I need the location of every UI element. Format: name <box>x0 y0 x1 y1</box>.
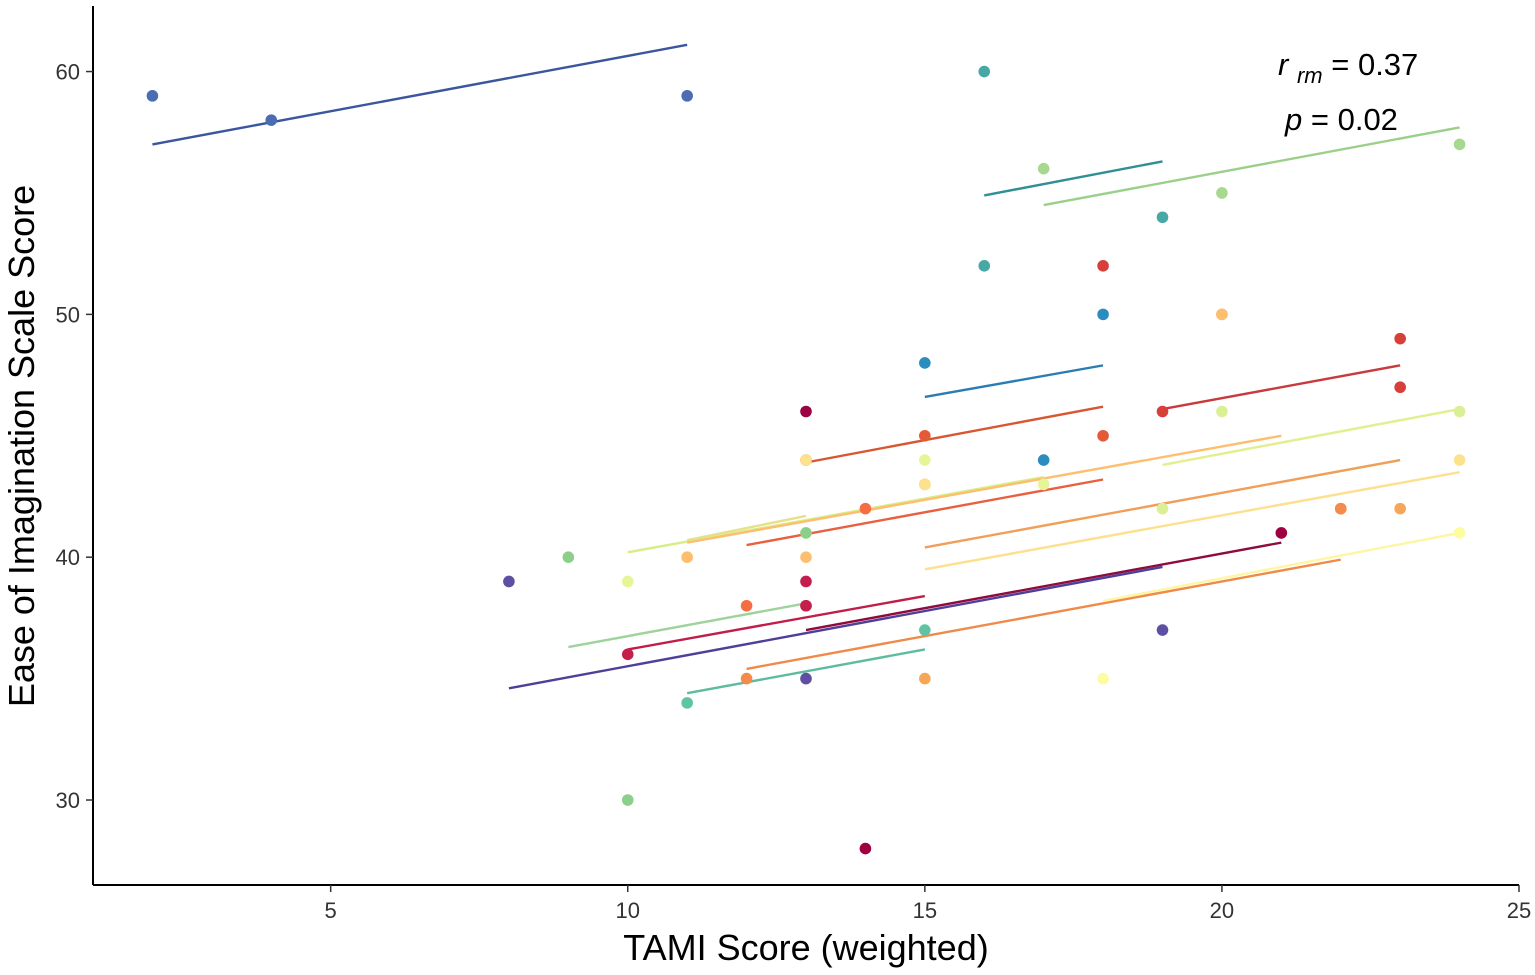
fit-line-11 <box>686 514 807 542</box>
r-value: = 0.37 <box>1331 47 1418 82</box>
data-point-s10-1 <box>621 575 634 588</box>
data-point-s7-1 <box>1156 502 1169 515</box>
p-annotation: p = 0.02 <box>1284 102 1398 137</box>
data-point-s5-4 <box>1394 381 1406 394</box>
r-symbol: r <box>1278 47 1290 82</box>
p-symbol: p <box>1284 102 1302 137</box>
fit-line-1 <box>152 43 688 146</box>
data-point-s16-2 <box>800 575 812 588</box>
data-point-s19-1 <box>740 672 753 685</box>
data-point-s10-3 <box>1037 478 1050 491</box>
data-point-s15-2 <box>919 624 931 636</box>
data-point-s3-2 <box>1216 187 1228 199</box>
y-tick-label-50: 50 <box>56 302 80 327</box>
data-point-s5-2 <box>1156 405 1169 418</box>
data-point-s7-3 <box>1453 405 1466 418</box>
y-tick-label-60: 60 <box>56 60 80 85</box>
data-point-s2-3 <box>1156 211 1169 224</box>
x-tick-label-5: 5 <box>325 898 337 923</box>
fit-line-17 <box>805 541 1282 632</box>
data-point-s16-1 <box>621 648 634 661</box>
fit-line-7 <box>1162 407 1460 467</box>
r-annotation: r rm = 0.37 <box>1278 47 1418 90</box>
data-point-s18-1 <box>503 575 515 588</box>
p-value: = 0.02 <box>1311 102 1398 137</box>
data-point-s6-3 <box>1097 429 1109 442</box>
x-axis-title: TAMI Score (weighted) <box>623 927 988 968</box>
data-point-s6-2 <box>919 429 931 442</box>
data-point-s9-1 <box>800 454 812 466</box>
y-tick-label-30: 30 <box>56 788 80 813</box>
x-tick-label-20: 20 <box>1210 898 1234 923</box>
data-point-s20-1 <box>1097 672 1109 685</box>
data-point-s5-3 <box>1394 332 1406 345</box>
data-point-s19-2 <box>1334 502 1347 515</box>
fit-lines <box>152 43 1460 695</box>
fit-line-19 <box>746 558 1341 671</box>
y-tick-label-40: 40 <box>56 545 80 570</box>
fit-line-4 <box>924 364 1104 399</box>
data-point-s13-3 <box>1216 308 1228 321</box>
data-point-s7-2 <box>1216 405 1228 418</box>
data-point-s4-1 <box>919 357 931 369</box>
data-point-s4-3 <box>1037 454 1050 466</box>
data-point-s9-4 <box>1453 454 1466 466</box>
data-point-s12-2 <box>740 599 753 612</box>
data-point-s1-2 <box>265 114 278 126</box>
y-axis-ticks: 30 40 50 60 <box>56 60 93 813</box>
fit-line-2 <box>984 160 1163 197</box>
data-point-s14-3 <box>800 527 812 539</box>
x-tick-label-25: 25 <box>1507 898 1531 923</box>
data-point-s20-2 <box>1453 527 1466 539</box>
data-points <box>146 65 1466 855</box>
data-point-s1-1 <box>146 90 159 102</box>
fit-line-6 <box>805 405 1104 464</box>
data-point-s12-1 <box>859 502 872 515</box>
fit-line-16 <box>627 594 926 651</box>
data-point-s2-2 <box>978 260 991 272</box>
data-point-s8-1 <box>919 672 931 685</box>
data-point-s3-3 <box>1453 138 1466 151</box>
data-point-s10-2 <box>919 454 931 466</box>
fit-line-5 <box>1162 364 1401 411</box>
x-tick-label-15: 15 <box>913 898 937 923</box>
data-point-s13-2 <box>800 551 812 563</box>
r-subscript: rm <box>1297 63 1323 88</box>
data-point-s14-1 <box>562 551 575 563</box>
data-point-s14-2 <box>621 794 634 806</box>
data-point-s17-3 <box>1275 527 1288 539</box>
x-tick-label-10: 10 <box>616 898 640 923</box>
data-point-s15-1 <box>681 697 693 709</box>
fit-line-9 <box>924 471 1460 571</box>
fit-line-20 <box>1102 531 1460 603</box>
data-point-s17-1 <box>800 405 812 418</box>
data-point-s16-3 <box>800 599 812 612</box>
data-point-s18-2 <box>800 672 812 685</box>
fit-line-14 <box>568 602 807 649</box>
data-point-s4-2 <box>1097 308 1109 321</box>
data-point-s8-3 <box>1394 502 1406 515</box>
data-point-s13-1 <box>681 551 693 563</box>
fit-line-13 <box>686 434 1282 544</box>
data-point-s18-3 <box>1156 624 1169 636</box>
fit-line-3 <box>1043 126 1460 207</box>
data-point-s3-1 <box>1037 162 1050 175</box>
fit-line-15 <box>686 648 926 695</box>
data-point-s1-3 <box>681 90 693 102</box>
x-axis-ticks: 5 10 15 20 25 <box>325 885 1531 923</box>
data-point-s5-1 <box>1097 260 1109 272</box>
data-point-s2-1 <box>978 65 991 78</box>
data-point-s17-2 <box>859 842 872 855</box>
fit-line-18 <box>508 565 1163 690</box>
data-point-s9-2 <box>919 478 931 491</box>
y-axis-title: Ease of Imagination Scale Score <box>1 185 42 707</box>
